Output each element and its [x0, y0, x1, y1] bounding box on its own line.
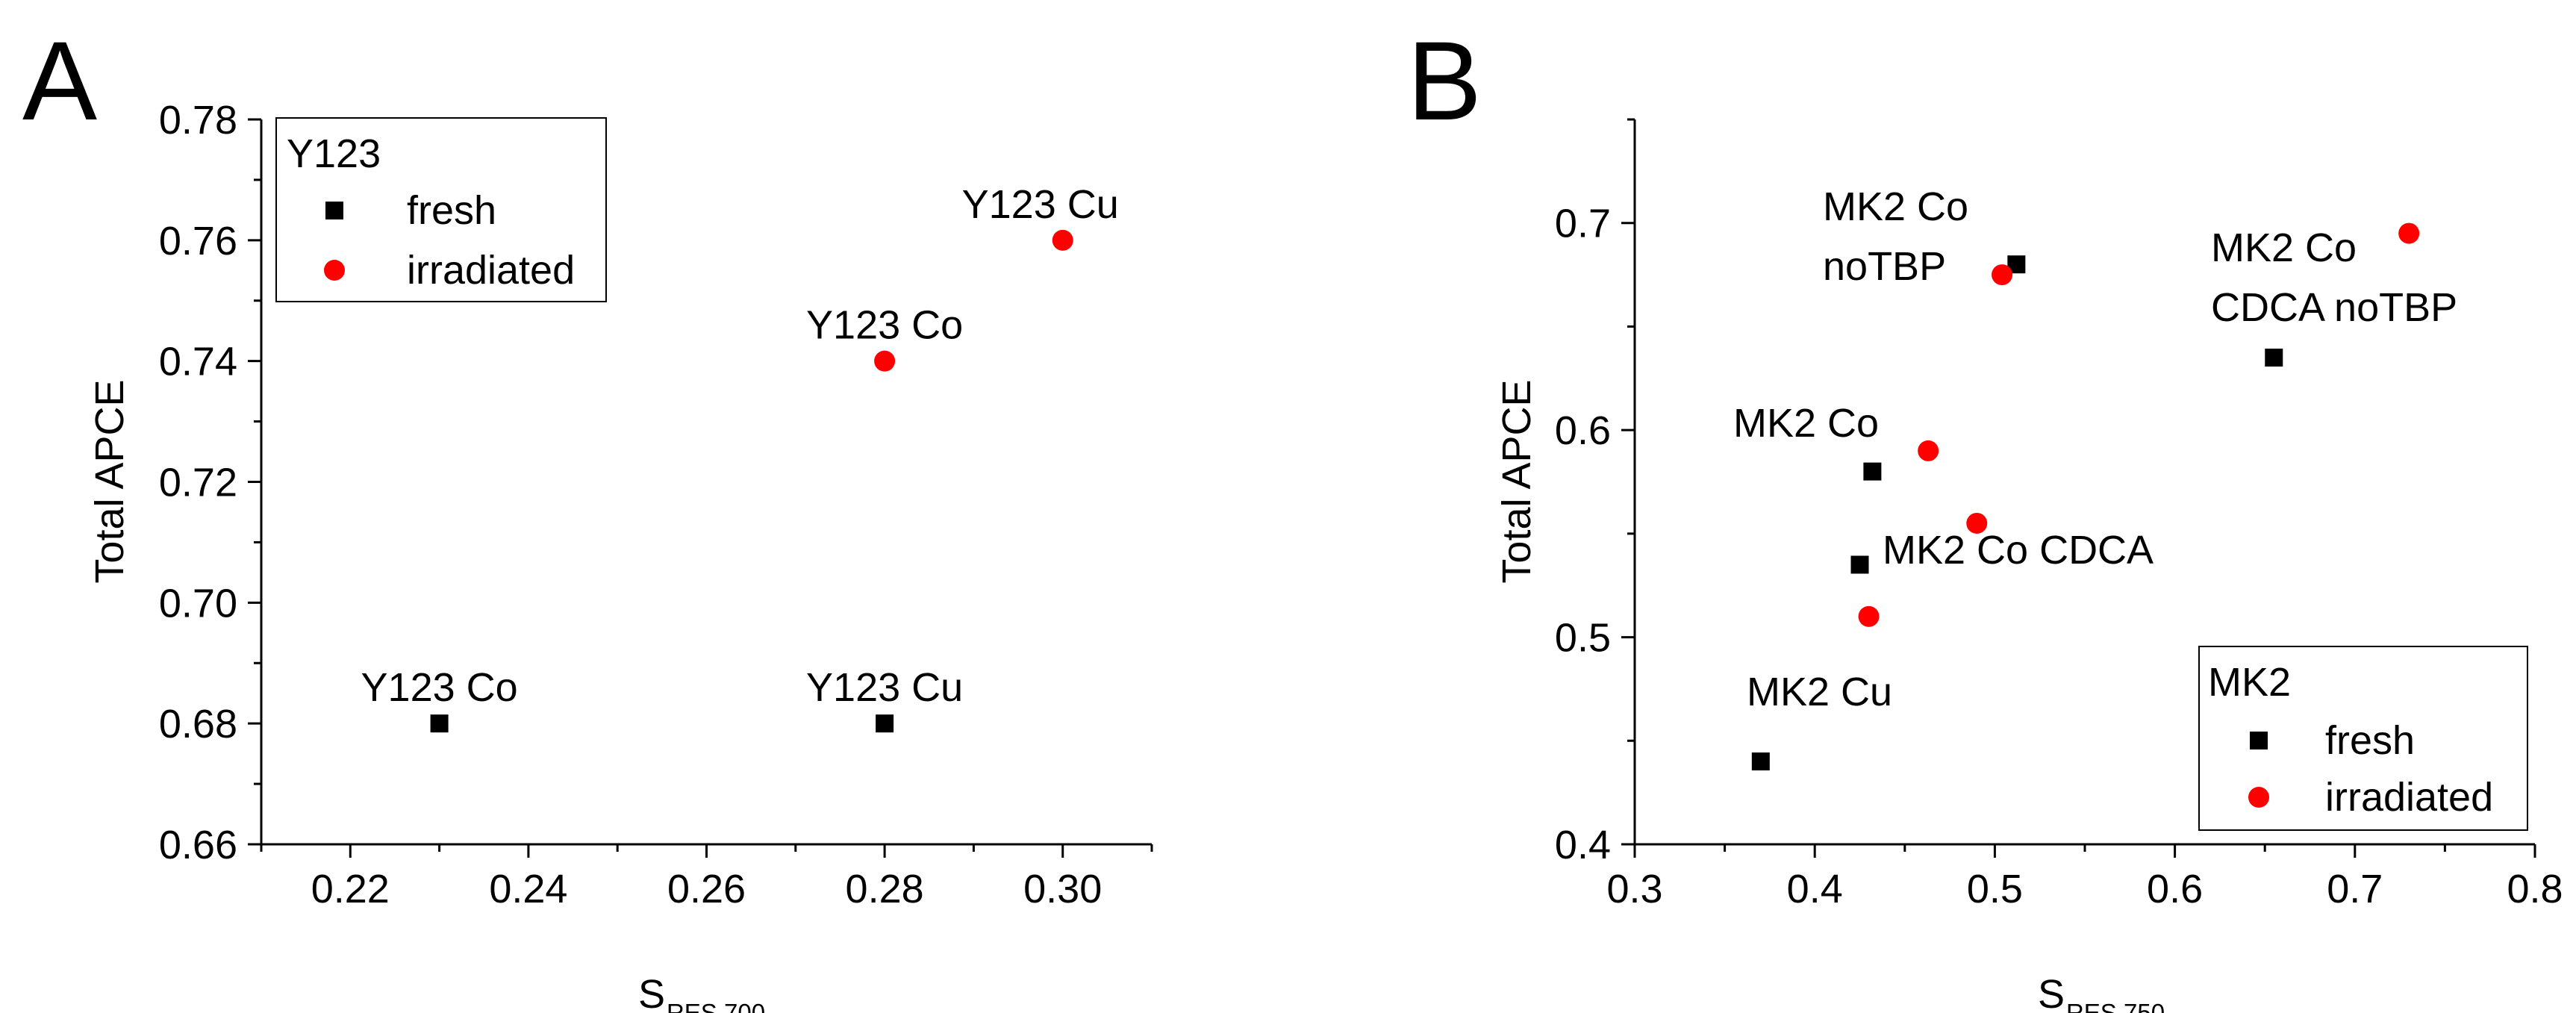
point-label-b: CDCA noTBP	[2211, 285, 2457, 330]
x-tick-label-b: 0.4	[1787, 867, 1843, 911]
data-point-fresh-a	[430, 714, 449, 733]
y-tick-label-a: 0.76	[159, 219, 237, 264]
legend-title-a: Y123	[287, 131, 381, 176]
x-axis-title-a: SRES 700	[638, 972, 765, 1013]
x-tick-label-a: 0.26	[667, 867, 746, 911]
legend-entry-irradiated-b: irradiated	[2325, 775, 2493, 820]
data-point-irradiated-a	[874, 350, 896, 372]
y-tick-label-a: 0.68	[159, 702, 237, 746]
y-tick-label-b: 0.7	[1555, 202, 1611, 246]
point-label-a: Y123 Co	[806, 303, 963, 348]
point-label-b: MK2 Co CDCA	[1883, 528, 2154, 573]
y-tick-label-a: 0.78	[159, 98, 237, 143]
x-tick-label-b: 0.5	[1967, 867, 2023, 911]
legend-entry-fresh-b: fresh	[2325, 718, 2415, 763]
panel-letter-b: B	[1407, 18, 1482, 143]
legend-b: MK2 fresh irradiated	[2198, 646, 2528, 831]
data-point-irradiated-b	[1992, 264, 2013, 286]
point-label-a: Y123 Co	[361, 665, 518, 710]
data-point-fresh-b	[1850, 555, 1869, 574]
data-point-fresh-b	[1863, 462, 1882, 481]
y-tick-label-b: 0.4	[1555, 823, 1611, 867]
point-label-b: MK2 Cu	[1747, 670, 1892, 714]
legend-a: Y123 fresh irradiated	[275, 117, 607, 302]
data-point-fresh-b	[1751, 752, 1770, 771]
data-point-irradiated-b	[1966, 512, 1988, 534]
data-point-fresh-b	[2265, 349, 2283, 367]
y-tick-label-a: 0.70	[159, 581, 237, 626]
legend-marker-irradiated-b	[2248, 787, 2269, 808]
x-tick-label-b: 0.6	[2147, 867, 2203, 911]
y-tick-label-b: 0.5	[1555, 616, 1611, 661]
x-axis-title-subscript-b: RES 750	[2066, 999, 2165, 1013]
x-tick-label-b: 0.7	[2327, 867, 2383, 911]
x-tick-label-a: 0.22	[311, 867, 390, 911]
legend-entry-fresh-a: fresh	[407, 188, 496, 233]
x-axis-title-b: SRES 750	[2038, 972, 2165, 1013]
y-tick-label-b: 0.6	[1555, 408, 1611, 453]
point-label-a: Y123 Cu	[962, 182, 1119, 227]
data-point-irradiated-a	[1052, 229, 1073, 251]
x-tick-label-a: 0.24	[489, 867, 567, 911]
legend-title-b: MK2	[2208, 660, 2291, 705]
x-axis-title-subscript-a: RES 700	[667, 999, 765, 1013]
point-label-b: noTBP	[1823, 244, 1946, 289]
data-point-irradiated-b	[1918, 440, 1939, 461]
y-axis-title-a: Total APCE	[87, 379, 132, 583]
x-tick-label-a: 0.28	[846, 867, 924, 911]
y-tick-label-a: 0.72	[159, 461, 237, 505]
point-label-b: MK2 Co	[1733, 401, 1879, 446]
point-label-b: MK2 Co	[1823, 184, 1968, 229]
data-point-fresh-a	[876, 714, 894, 733]
x-tick-label-a: 0.30	[1023, 867, 1102, 911]
y-tick-label-a: 0.66	[159, 823, 237, 867]
panel-a: A 0.22 0.24 0.26 0.28 0.30 0.66 0.68 0.70 0.72 0.7…	[22, 18, 1153, 1013]
point-label-a: Y123 Cu	[806, 665, 963, 710]
point-label-b: MK2 Co	[2211, 225, 2357, 270]
data-point-irradiated-b	[2398, 222, 2420, 244]
x-tick-label-b: 0.8	[2507, 867, 2563, 911]
y-axis-title-b: Total APCE	[1494, 379, 1539, 583]
data-point-irradiated-b	[1858, 605, 1880, 627]
legend-marker-irradiated-a	[324, 260, 345, 281]
legend-entry-irradiated-a: irradiated	[407, 248, 575, 293]
panel-letter-a: A	[22, 18, 97, 143]
legend-marker-fresh-b	[2250, 732, 2268, 749]
legend-marker-fresh-a	[325, 202, 343, 219]
x-tick-label-b: 0.3	[1606, 867, 1662, 911]
y-tick-label-a: 0.74	[159, 340, 237, 384]
